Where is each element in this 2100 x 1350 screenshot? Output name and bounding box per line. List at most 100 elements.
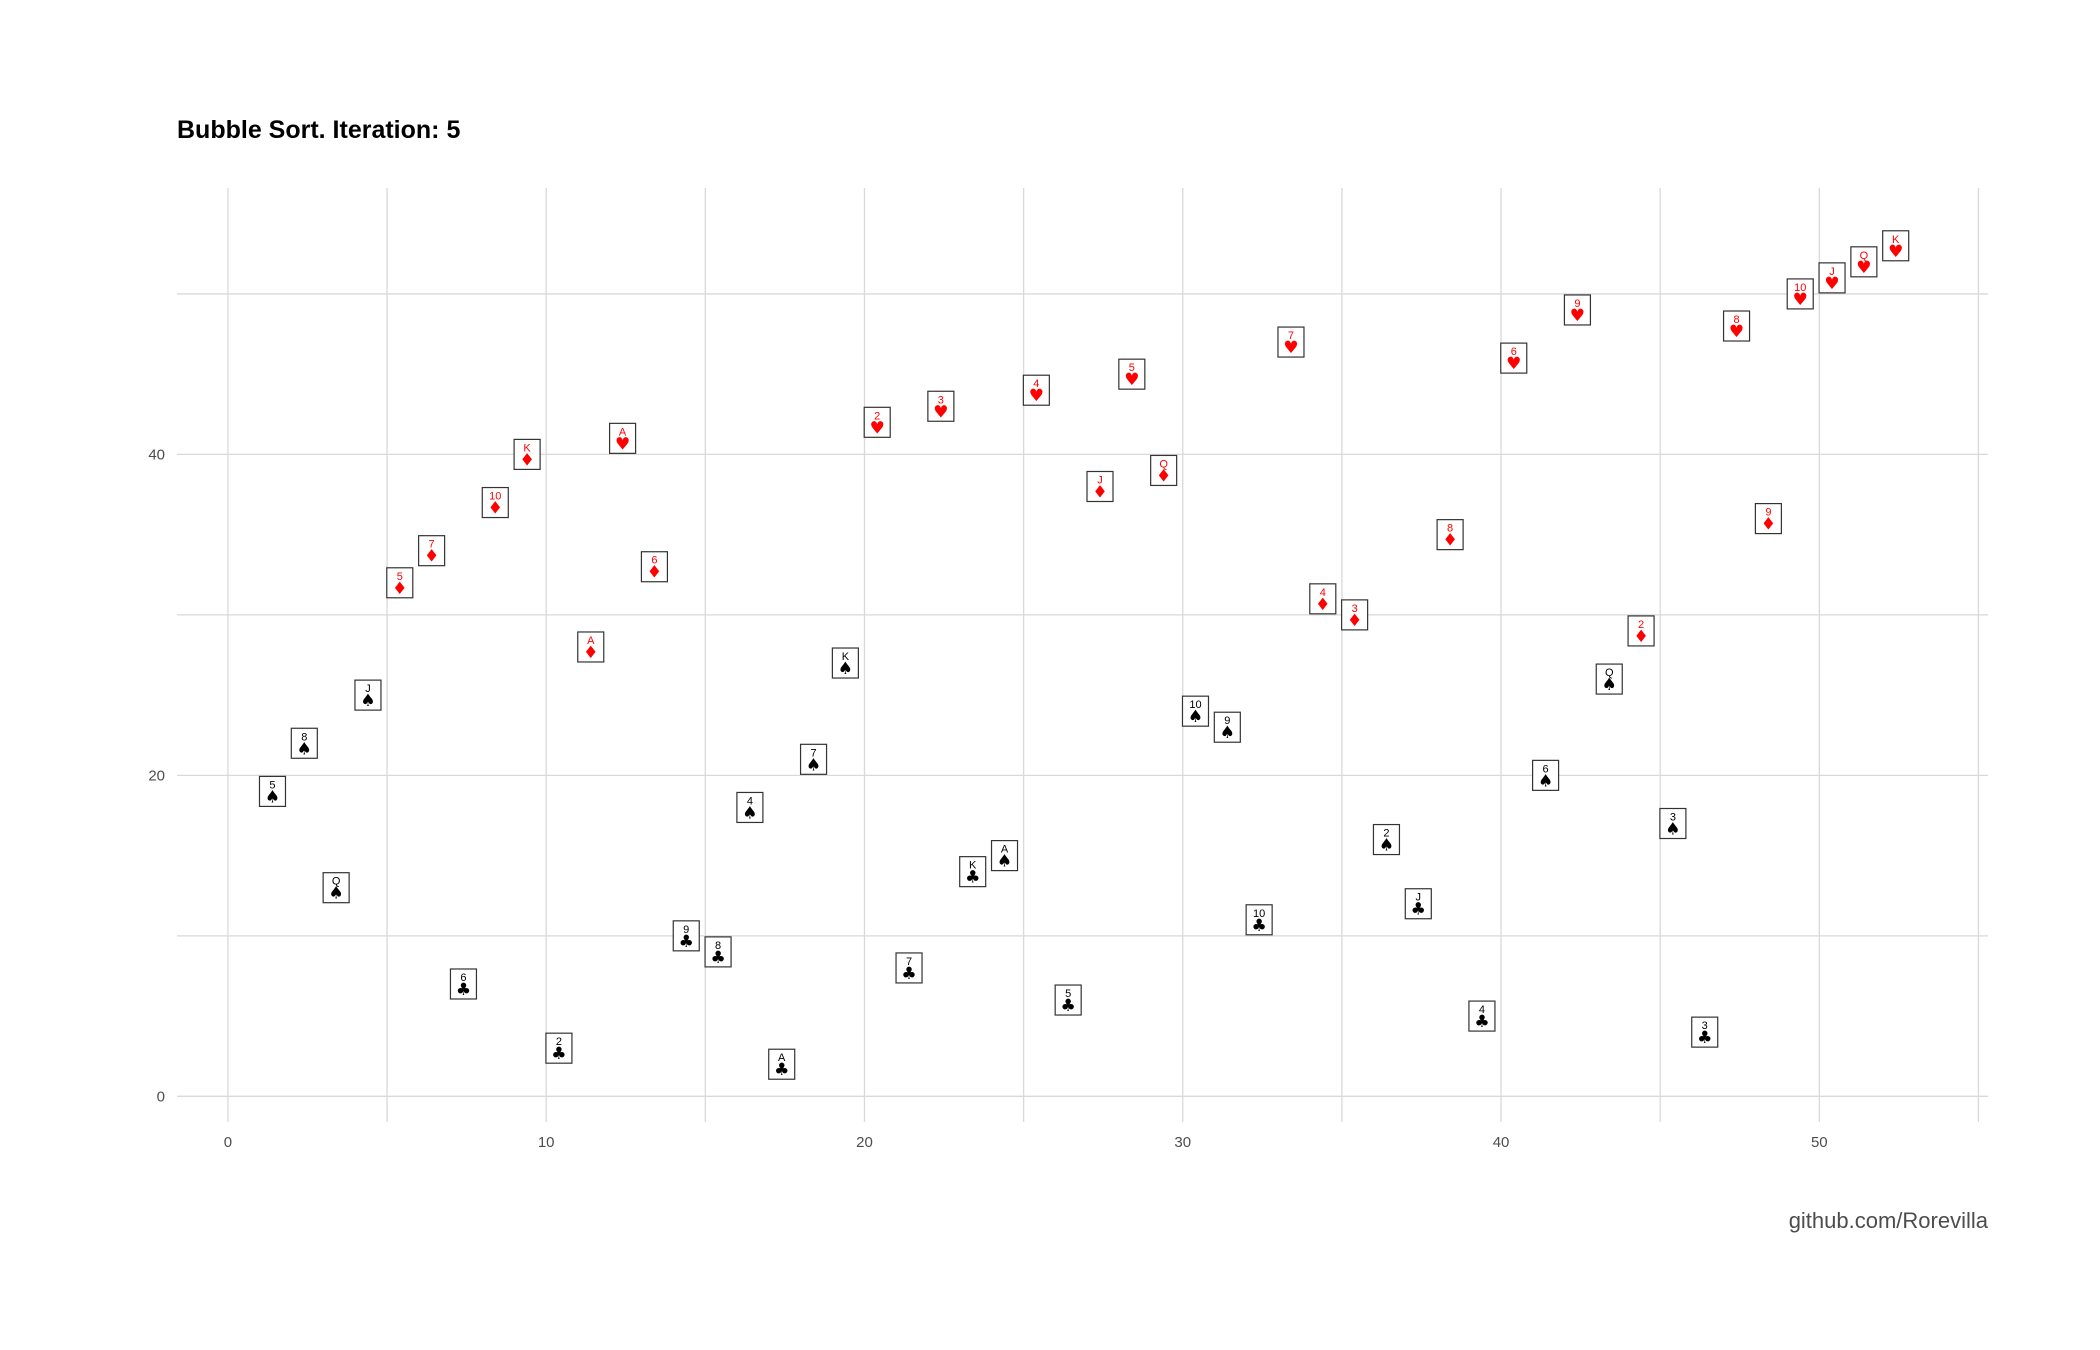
card-rank-label: 2 (874, 410, 880, 422)
spade-icon: ♠ (1602, 675, 1617, 695)
card-point: A♦ (577, 631, 605, 663)
card-frame (640, 551, 669, 583)
y-axis-ticks: 0 20 40 (148, 446, 165, 1105)
card-point: Q♠ (322, 872, 350, 904)
card-point: 6♥ (1500, 342, 1528, 374)
card-frame (1595, 663, 1623, 695)
card-frame (1818, 262, 1846, 294)
card-rank-label: 4 (1320, 587, 1326, 599)
diamond-icon: ♦ (424, 547, 439, 567)
card-point: 9♠ (1213, 711, 1241, 743)
diamond-icon: ♦ (1092, 482, 1107, 502)
card-point: 9♥ (1563, 294, 1592, 326)
spade-icon: ♠ (1538, 771, 1553, 791)
card-rank-label: 10 (489, 491, 501, 503)
card-point: 3♥ (927, 390, 955, 422)
card-frame (1500, 342, 1528, 374)
club-icon: ♣ (901, 964, 916, 984)
spade-icon: ♠ (360, 691, 375, 711)
card-rank-label: J (365, 683, 371, 695)
card-frame (704, 936, 732, 968)
card-rank-label: A (778, 1052, 786, 1064)
card-point: Q♠ (1595, 663, 1623, 695)
spade-icon: ♠ (806, 755, 821, 775)
club-icon: ♣ (1411, 900, 1426, 920)
card-frame (354, 679, 382, 711)
card-frame (1277, 326, 1305, 358)
card-rank-label: 6 (1511, 346, 1517, 358)
card-rank-label: 2 (1383, 828, 1389, 840)
card-frame (1786, 278, 1814, 310)
x-tick-label: 30 (1174, 1134, 1191, 1151)
card-frame (768, 1048, 796, 1080)
card-point: 5♦ (386, 567, 414, 599)
card-rank-label: 7 (906, 956, 912, 968)
card-point: 10♣ (1245, 904, 1273, 936)
card-frame (799, 743, 828, 775)
card-point: J♠ (354, 679, 382, 711)
card-rank-label: 8 (715, 940, 721, 952)
card-rank-label: K (523, 442, 531, 454)
card-rank-label: 7 (1288, 330, 1294, 342)
card-point: 8♦ (1436, 519, 1464, 551)
club-icon: ♣ (679, 932, 694, 952)
diamond-icon: ♦ (1442, 531, 1457, 551)
card-frame (1659, 807, 1687, 840)
card-frame (1054, 984, 1082, 1016)
club-icon: ♣ (1252, 916, 1267, 936)
heart-icon: ♥ (615, 434, 630, 454)
card-frame (1722, 310, 1751, 342)
card-point: 7♦ (418, 535, 446, 567)
card-point: J♥ (1818, 262, 1846, 294)
card-point: 10♦ (481, 486, 509, 519)
card-rank-label: 5 (1129, 362, 1135, 374)
club-icon: ♣ (1474, 1012, 1489, 1032)
card-rank-label: A (619, 426, 627, 438)
card-rank-label: A (1001, 844, 1009, 856)
card-point: 3♦ (1341, 599, 1369, 631)
diamond-icon: ♦ (519, 450, 534, 470)
diamond-icon: ♦ (1347, 611, 1362, 631)
heart-icon: ♥ (933, 402, 948, 422)
card-frame (608, 422, 637, 454)
card-frame (895, 952, 923, 984)
card-point: 3♠ (1659, 807, 1687, 840)
club-icon: ♣ (1061, 996, 1076, 1016)
card-point: 4♥ (1022, 374, 1050, 406)
card-rank-label: 5 (269, 779, 275, 791)
card-rank-label: 8 (301, 731, 307, 743)
club-icon: ♣ (710, 948, 725, 968)
spade-icon: ♠ (1665, 820, 1680, 840)
card-frame (1150, 454, 1178, 487)
card-point: A♠ (990, 840, 1019, 872)
card-rank-label: 4 (1033, 378, 1039, 390)
card-point: 8♥ (1722, 310, 1751, 342)
card-point: 7♥ (1277, 326, 1305, 358)
card-frame (1850, 246, 1878, 278)
card-rank-label: 10 (1189, 699, 1201, 711)
card-point: 2♣ (545, 1032, 573, 1064)
chart-title: Bubble Sort. Iteration: 5 (177, 116, 461, 144)
card-frame (290, 727, 318, 759)
y-tick-label: 40 (148, 446, 165, 463)
card-frame (513, 438, 541, 470)
x-tick-label: 50 (1811, 1134, 1828, 1151)
card-frame (863, 406, 891, 438)
spade-icon: ♠ (265, 787, 280, 807)
card-point: 2♥ (863, 406, 891, 438)
card-frame (990, 840, 1019, 872)
card-frame (1468, 1000, 1496, 1032)
card-rank-label: Q (332, 876, 341, 888)
spade-icon: ♠ (997, 852, 1012, 872)
card-rank-label: 3 (938, 394, 944, 406)
diamond-icon: ♦ (392, 579, 407, 599)
card-point: 7♠ (799, 743, 828, 775)
card-rank-label: 6 (651, 555, 657, 567)
card-point: 10♥ (1786, 278, 1814, 310)
card-point: J♣ (1404, 888, 1432, 920)
card-point: J♦ (1086, 470, 1114, 502)
card-frame (258, 775, 287, 808)
card-rank-label: 5 (1065, 988, 1071, 1000)
card-frame (1341, 599, 1369, 631)
club-icon: ♣ (965, 868, 980, 888)
